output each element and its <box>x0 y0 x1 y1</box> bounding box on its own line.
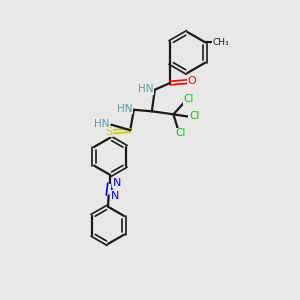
Text: CH₃: CH₃ <box>212 38 229 47</box>
Text: Cl: Cl <box>184 94 194 104</box>
Text: Cl: Cl <box>176 128 186 138</box>
Text: S: S <box>105 127 112 137</box>
Text: Cl: Cl <box>189 110 199 121</box>
Text: N: N <box>112 178 121 188</box>
Text: HN: HN <box>94 118 110 129</box>
Text: HN: HN <box>137 84 153 94</box>
Text: N: N <box>111 191 119 201</box>
Text: HN: HN <box>116 103 132 114</box>
Text: O: O <box>188 76 197 86</box>
